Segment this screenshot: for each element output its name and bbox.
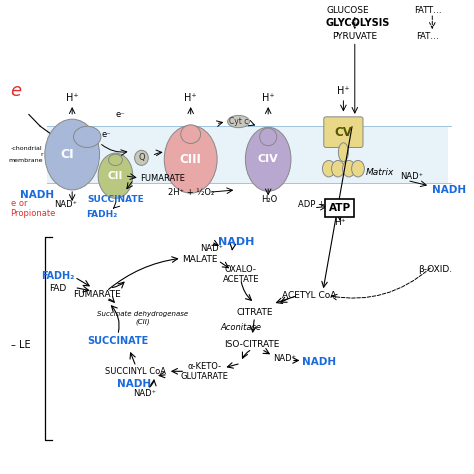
FancyBboxPatch shape (47, 126, 448, 183)
Text: CIII: CIII (180, 153, 201, 166)
Text: FADH₂: FADH₂ (41, 271, 74, 281)
FancyBboxPatch shape (324, 117, 363, 147)
Text: CII: CII (108, 171, 123, 181)
Text: FUMARATE: FUMARATE (140, 173, 185, 182)
Text: -chondrial
r
membrane: -chondrial r membrane (8, 146, 43, 163)
Ellipse shape (322, 160, 335, 177)
Text: FADH₂: FADH₂ (86, 210, 118, 219)
Text: NAD⁺: NAD⁺ (273, 354, 296, 363)
Ellipse shape (73, 126, 101, 147)
Ellipse shape (228, 116, 249, 128)
Text: FAT…: FAT… (416, 32, 439, 41)
Text: e⁻: e⁻ (101, 130, 111, 139)
Text: FATT…: FATT… (414, 6, 442, 15)
Ellipse shape (338, 143, 348, 162)
Ellipse shape (260, 128, 277, 146)
Text: α-KETO-
GLUTARATE: α-KETO- GLUTARATE (181, 362, 228, 381)
Text: CI: CI (61, 148, 74, 161)
Ellipse shape (352, 160, 365, 177)
Text: H⁺: H⁺ (262, 93, 274, 103)
Text: MALATE: MALATE (182, 255, 218, 264)
Text: CITRATE: CITRATE (236, 308, 273, 317)
Ellipse shape (109, 154, 122, 165)
Text: NADH: NADH (432, 185, 466, 195)
Ellipse shape (164, 125, 217, 193)
Text: ACETYL CoA: ACETYL CoA (282, 291, 337, 300)
Text: e⁻: e⁻ (115, 110, 125, 119)
Ellipse shape (246, 127, 291, 191)
Text: GLYCOLYSIS: GLYCOLYSIS (325, 18, 390, 27)
Text: SUCCINATE: SUCCINATE (87, 195, 144, 204)
Text: NAD⁺: NAD⁺ (54, 201, 77, 210)
Text: ISO-CITRATE: ISO-CITRATE (225, 340, 280, 349)
FancyBboxPatch shape (325, 199, 355, 217)
Text: e or
Propionate: e or Propionate (10, 199, 56, 219)
Text: Q: Q (138, 153, 145, 162)
Text: – LE: – LE (10, 340, 30, 350)
Ellipse shape (331, 160, 344, 177)
Text: NAD⁺: NAD⁺ (134, 389, 157, 398)
Ellipse shape (181, 125, 201, 144)
Text: PYRUVATE: PYRUVATE (332, 32, 377, 41)
Text: ADP + Pᵢ: ADP + Pᵢ (298, 201, 334, 210)
Text: OXALO-
ACETATE: OXALO- ACETATE (223, 265, 259, 284)
Text: NAD⁺: NAD⁺ (401, 172, 423, 181)
Text: e: e (10, 82, 22, 100)
Text: Matrix: Matrix (366, 168, 394, 177)
Ellipse shape (98, 153, 133, 198)
Text: 2H⁺ + ½O₂: 2H⁺ + ½O₂ (167, 188, 214, 197)
Text: NADH: NADH (218, 237, 255, 246)
Text: Succinate dehydrogenase
(CII): Succinate dehydrogenase (CII) (97, 311, 188, 325)
Text: H⁺: H⁺ (334, 219, 346, 228)
Text: H⁺: H⁺ (337, 86, 350, 96)
Text: SUCCINATE: SUCCINATE (87, 336, 148, 346)
Text: NAD⁺: NAD⁺ (200, 244, 223, 253)
Text: ATP: ATP (328, 203, 351, 213)
Text: H₂O: H₂O (261, 195, 278, 204)
Ellipse shape (135, 150, 148, 165)
Text: β-OXID.: β-OXID. (419, 265, 453, 274)
Text: Aconitase: Aconitase (220, 323, 261, 332)
Text: CIV: CIV (258, 154, 279, 164)
Text: GLUCOSE: GLUCOSE (327, 6, 369, 15)
Text: H⁺: H⁺ (66, 93, 79, 103)
Text: NADH: NADH (20, 190, 54, 200)
Text: FAD: FAD (49, 284, 66, 293)
Text: CV: CV (335, 126, 352, 139)
Text: H⁺: H⁺ (184, 93, 197, 103)
Text: NADH: NADH (302, 357, 337, 367)
Text: Cyt c: Cyt c (229, 117, 248, 126)
Ellipse shape (343, 160, 355, 177)
Text: FUMARATE: FUMARATE (73, 290, 121, 299)
Text: SUCCINYL CoA: SUCCINYL CoA (106, 367, 166, 376)
Text: NADH: NADH (117, 379, 151, 389)
Ellipse shape (45, 119, 100, 190)
